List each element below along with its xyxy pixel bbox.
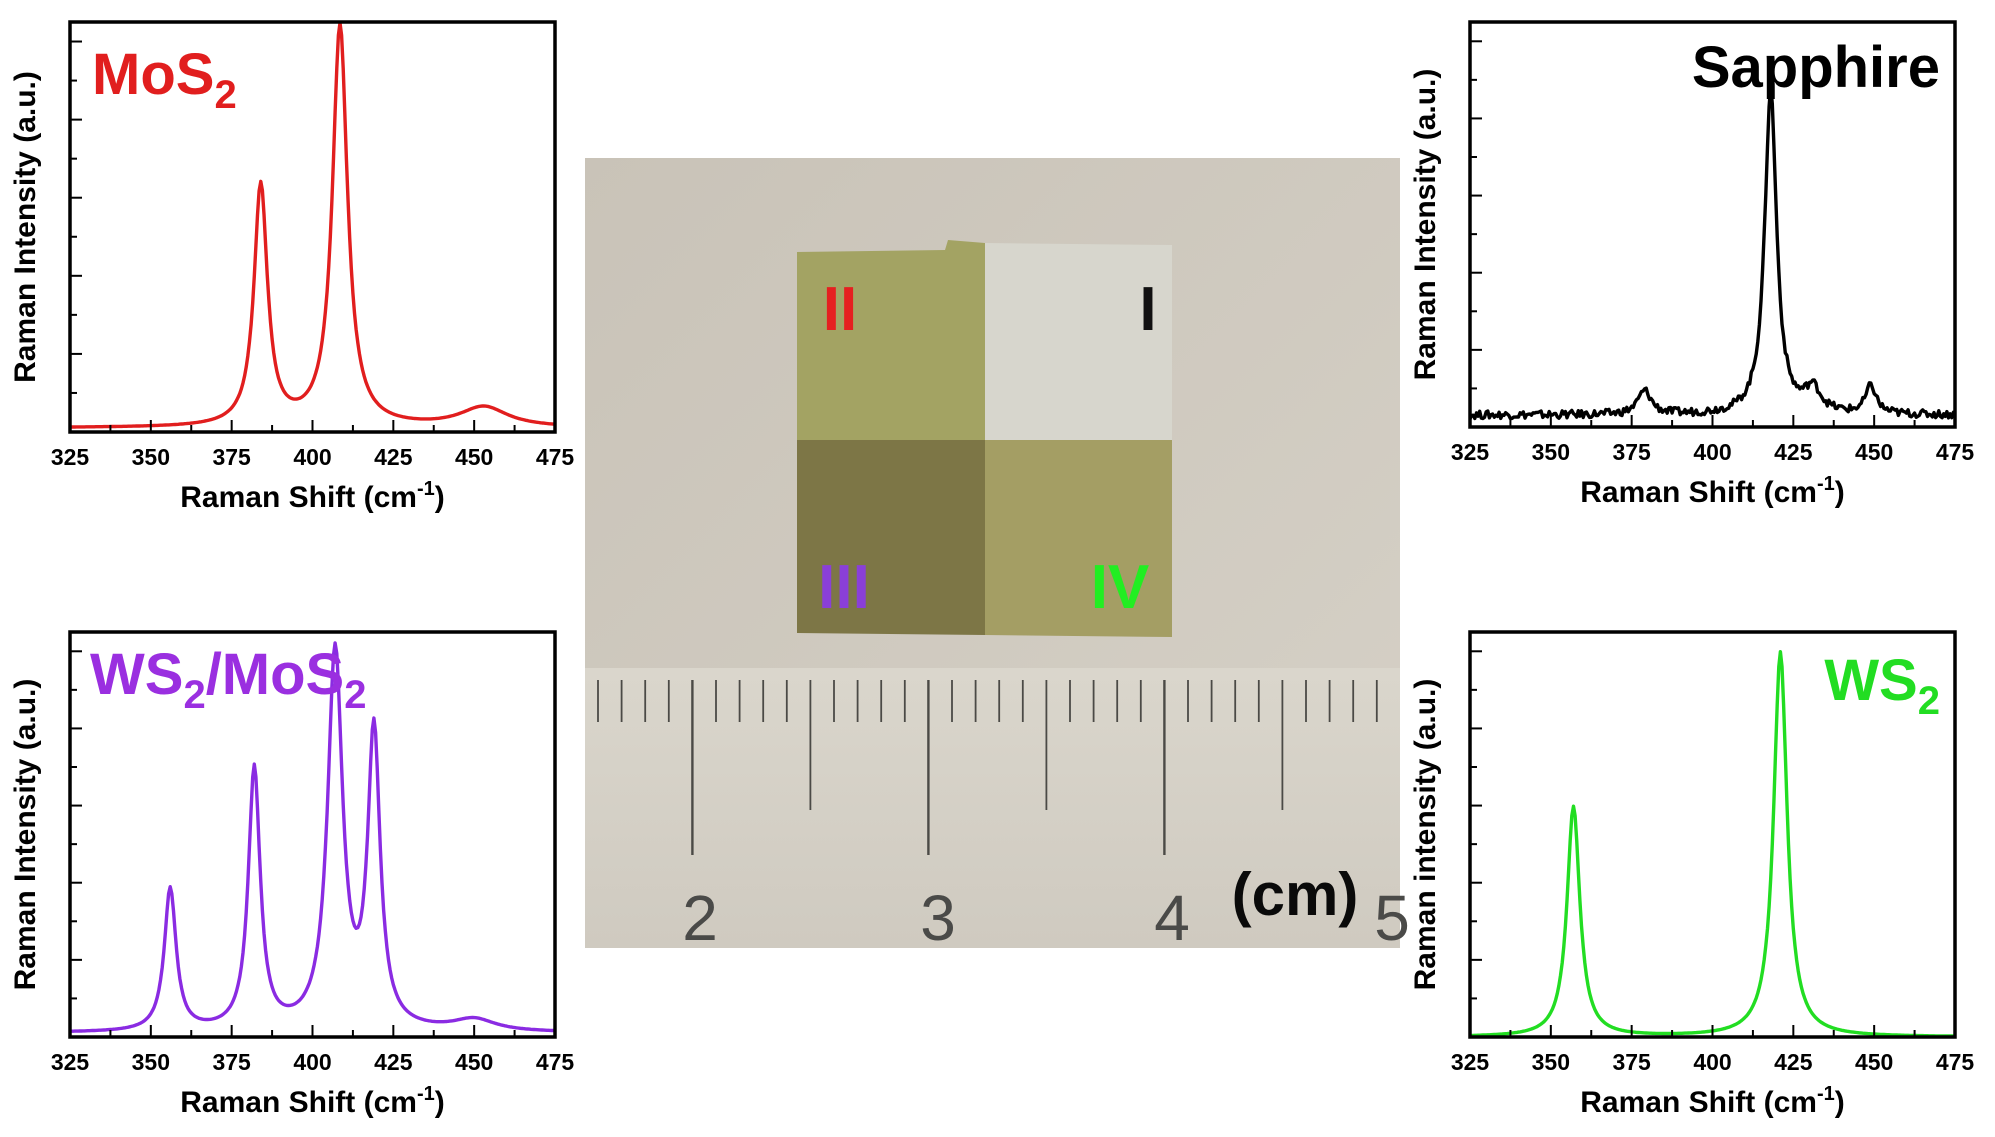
x-tick-label: 325 <box>51 1049 90 1075</box>
x-tick-label: 325 <box>1451 439 1490 465</box>
ruler-number-5: 5 <box>1374 882 1410 954</box>
x-tick-label: 400 <box>1693 1049 1731 1075</box>
quadrant-label-IV: IV <box>1091 553 1150 622</box>
x-axis-label: Raman Shift (cm-1) <box>1580 1083 1845 1119</box>
quadrant-IV <box>985 440 1172 637</box>
quadrant-II <box>797 240 985 440</box>
panel-title: MoS2 <box>92 42 237 117</box>
ruler-number-4: 4 <box>1154 882 1190 954</box>
x-tick-label: 375 <box>1612 1049 1651 1075</box>
x-tick-label: 350 <box>132 1049 170 1075</box>
x-tick-label: 450 <box>1855 439 1893 465</box>
x-tick-label: 375 <box>1612 439 1651 465</box>
x-tick-label: 350 <box>132 444 170 470</box>
x-axis-label: Raman Shift (cm-1) <box>180 1083 445 1119</box>
x-tick-label: 325 <box>1451 1049 1490 1075</box>
spectrum-line <box>69 641 556 1033</box>
spectrum-line <box>1468 84 1957 421</box>
ruler-number-2: 2 <box>682 882 718 954</box>
x-tick-label: 450 <box>1855 1049 1893 1075</box>
sample-photo: 2 3 4 5 (cm) II I III IV <box>585 158 1410 954</box>
unit-label: (cm) <box>1232 861 1359 928</box>
x-tick-label: 350 <box>1532 439 1570 465</box>
x-tick-label: 375 <box>212 1049 251 1075</box>
y-axis-label: Raman Intensity (a.u.) <box>9 71 42 383</box>
x-tick-label: 475 <box>1936 1049 1975 1075</box>
raman-chart-top-left: 325 350 375 400 425 450 475 Raman Shift (cm-1) R… <box>9 20 575 514</box>
x-tick-label: 375 <box>212 444 251 470</box>
x-tick-label: 450 <box>455 444 493 470</box>
x-tick-label: 475 <box>536 1049 575 1075</box>
quadrant-label-III: III <box>818 553 870 622</box>
x-tick-label: 400 <box>293 444 331 470</box>
quadrant-label-I: I <box>1139 275 1156 344</box>
x-axis-label: Raman Shift (cm-1) <box>1580 473 1845 509</box>
ruler <box>585 668 1400 948</box>
sample-substrate <box>797 240 1172 637</box>
x-tick-label: 425 <box>1774 439 1813 465</box>
y-axis-label: Raman Intensity (a.u.) <box>1409 69 1442 381</box>
x-tick-label: 325 <box>51 444 90 470</box>
y-axis-label: Raman intensity (a.u.) <box>1409 679 1442 991</box>
quadrant-III <box>797 440 985 635</box>
quadrant-label-II: II <box>823 275 857 344</box>
ruler-ticks <box>597 680 1378 855</box>
x-axis-label: Raman Shift (cm-1) <box>180 478 445 514</box>
x-tick-label: 425 <box>374 1049 413 1075</box>
panel-title: WS2/MoS2 <box>90 642 366 717</box>
x-tick-label: 425 <box>1774 1049 1813 1075</box>
ruler-number-3: 3 <box>920 882 956 954</box>
y-axis-label: Raman Intensity (a.u.) <box>9 679 42 991</box>
panel-title: Sapphire <box>1692 35 1940 100</box>
panel-title: WS2 <box>1824 648 1940 723</box>
x-tick-label: 425 <box>374 444 413 470</box>
x-tick-label: 475 <box>536 444 575 470</box>
x-tick-label: 400 <box>293 1049 331 1075</box>
x-tick-label: 350 <box>1532 1049 1570 1075</box>
raman-chart-top-right: 325 350 375 400 425 450 475 Raman Shift (cm-1) R… <box>1409 20 1975 509</box>
raman-chart-bottom-left: 325 350 375 400 425 450 475 Raman Shift (cm-1) R… <box>9 630 575 1119</box>
x-tick-label: 475 <box>1936 439 1975 465</box>
raman-chart-bottom-right: 325 350 375 400 425 450 475 Raman Shift (cm-1) R… <box>1409 630 1975 1119</box>
x-tick-label: 450 <box>455 1049 493 1075</box>
quadrant-I <box>985 243 1172 440</box>
x-tick-label: 400 <box>1693 439 1731 465</box>
